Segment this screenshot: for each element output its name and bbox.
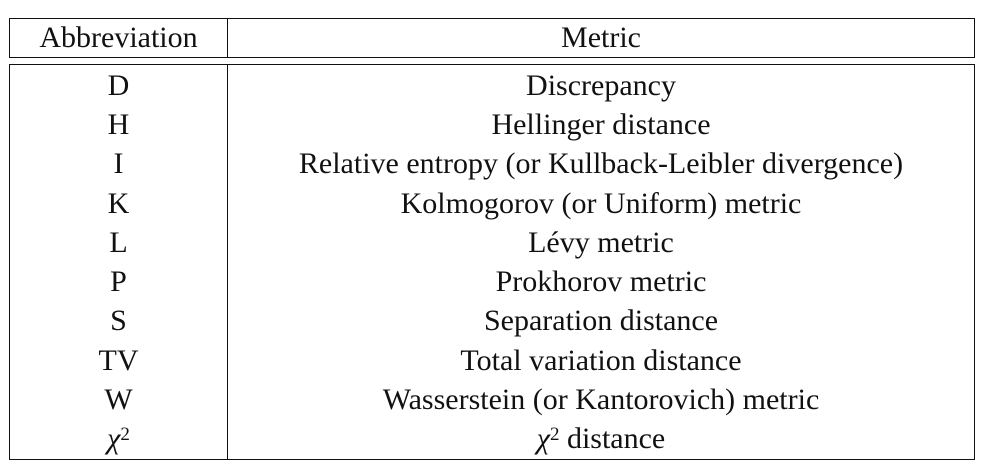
abbr-cell: I (113, 147, 124, 181)
abbr-cell: TV (98, 343, 139, 377)
header-metric: Metric (561, 21, 641, 54)
metric-cell: Discrepancy (526, 68, 676, 102)
metric-text: distance (559, 422, 666, 456)
metrics-table: Abbreviation Metric D H I K L P S TV W χ… (9, 18, 975, 460)
table-header: Abbreviation Metric (9, 18, 975, 58)
metric-column: Discrepancy Hellinger distance Relative … (228, 65, 974, 459)
abbr-cell: W (104, 383, 133, 417)
metric-cell: Total variation distance (460, 343, 742, 377)
abbr-cell: H (107, 107, 130, 141)
header-abbreviation: Abbreviation (10, 19, 228, 57)
chi-symbol: χ (536, 422, 550, 456)
metric-cell: Hellinger distance (491, 107, 711, 141)
metric-cell: Relative entropy (or Kullback-Leibler di… (298, 147, 904, 181)
metric-cell: Prokhorov metric (495, 265, 707, 299)
metric-cell: Lévy metric (528, 225, 674, 259)
abbr-cell: L (109, 225, 128, 259)
metric-cell: Wasserstein (or Kantorovich) metric (382, 383, 820, 417)
metric-cell: Separation distance (483, 304, 719, 338)
abbr-cell: S (110, 304, 127, 338)
chi-symbol: χ (107, 422, 121, 456)
metric-cell: Kolmogorov (or Uniform) metric (400, 186, 802, 220)
abbr-cell: D (107, 68, 130, 102)
abbr-cell: P (110, 265, 127, 299)
abbr-cell: K (107, 186, 130, 220)
